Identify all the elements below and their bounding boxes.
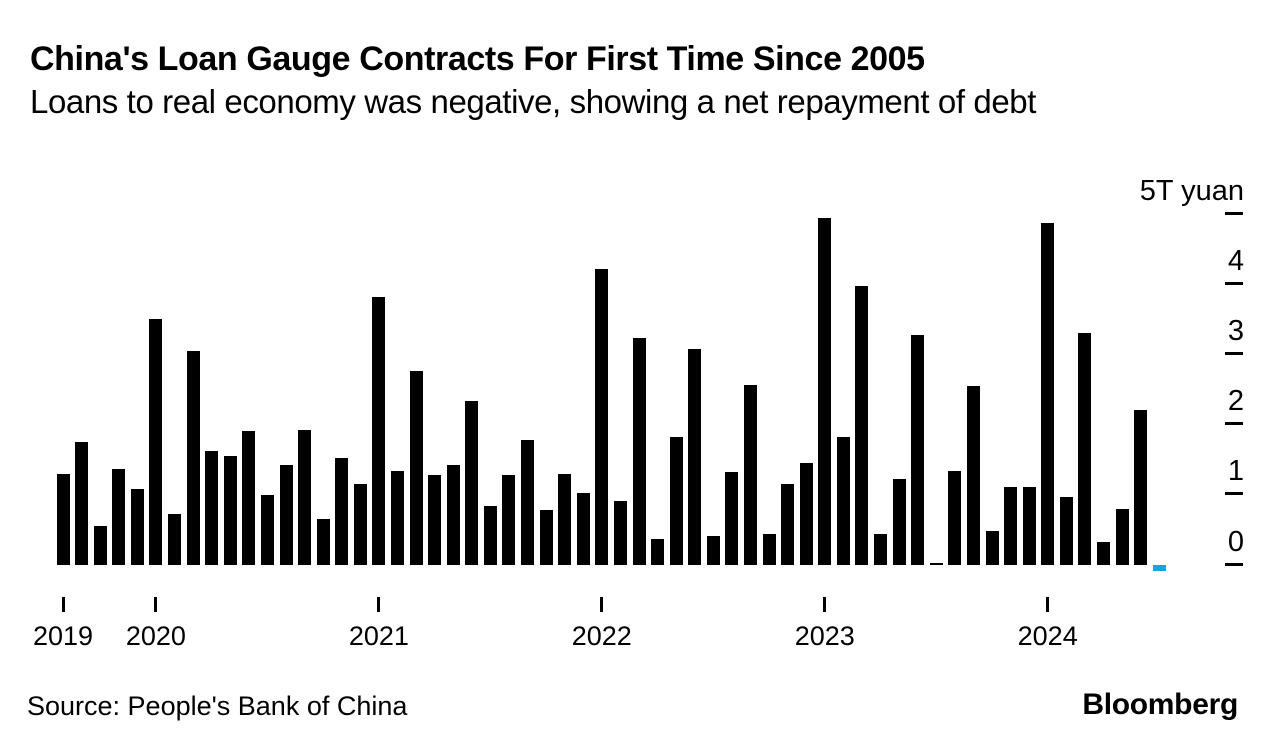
bar [781,483,795,565]
bar [260,494,274,565]
y-axis-unit-label: 5T yuan [1139,174,1244,207]
bar [1152,564,1166,571]
y-axis-tick [1225,351,1243,355]
bar [669,436,683,565]
bar [613,500,627,565]
x-axis-year-label: 2019 [32,621,94,651]
bar [465,400,479,565]
bar [372,296,386,565]
bar [1078,332,1092,565]
bar [521,439,534,565]
bar [428,474,442,565]
bar [539,509,553,565]
bar [223,455,237,565]
x-axis-year-label: 2024 [1017,621,1078,651]
bar [1134,409,1148,565]
bar [1115,508,1129,565]
bar [948,470,962,565]
x-axis-tick [377,597,381,612]
bar [75,441,89,565]
bar [762,533,776,565]
y-axis-tick [1225,281,1243,285]
bar [242,430,256,565]
bar [1097,541,1110,565]
source-note: Source: People's Bank of China [27,691,408,721]
bar [1022,486,1036,565]
bar [502,474,516,565]
bar [558,473,572,565]
bar [56,473,70,565]
x-axis-tick [600,597,604,612]
y-axis-tick [1225,422,1243,426]
bar [205,450,219,565]
bloomberg-logo: Bloomberg [1082,688,1238,721]
y-axis-tick [1225,492,1243,496]
bar [353,483,367,565]
bar [130,488,144,565]
bar [632,337,646,565]
bar [483,505,497,565]
bar [1004,486,1018,565]
bar [149,318,163,565]
x-axis-year-label: 2020 [125,621,186,651]
x-axis-year-label: 2022 [571,621,632,651]
x-axis-tick [61,597,65,612]
bar [744,384,757,565]
bar [929,562,943,565]
x-axis-tick [1046,597,1050,612]
x-axis-tick [154,597,158,612]
bar [279,464,293,565]
bar [818,217,832,565]
chart-subtitle: Loans to real economy was negative, show… [30,83,1036,120]
bar [298,429,311,565]
y-axis-tick-label: 2 [1227,385,1244,418]
y-axis-tick [1225,562,1243,566]
bar [112,468,126,565]
y-axis-tick-label: 1 [1227,455,1244,488]
bar [335,457,349,565]
bar [186,350,200,565]
bar [892,478,906,565]
y-axis-tick [1225,211,1243,215]
bar [1059,496,1073,565]
x-axis-year-label: 2023 [794,621,855,651]
bar [706,535,720,565]
x-axis-tick [823,597,827,612]
bar [911,334,925,565]
bar [966,385,980,565]
bar [409,370,423,565]
bar [93,525,107,565]
chart-title: China's Loan Gauge Contracts For First T… [30,40,925,78]
bar [576,492,590,565]
bar [799,462,813,565]
bar [168,513,181,565]
bar [836,436,850,565]
y-axis-tick-label: 3 [1227,314,1244,347]
bar [446,464,460,565]
bar [1041,222,1055,565]
bar [390,470,404,565]
x-axis-year-label: 2021 [348,621,409,651]
y-axis-tick-label: 4 [1227,244,1244,277]
bar [725,471,739,565]
bar [855,285,869,565]
bar [688,348,702,565]
bar [595,268,609,565]
bar [985,530,999,565]
bar [651,538,665,565]
bar [316,518,330,565]
y-axis-tick-label: 0 [1227,525,1244,558]
bar [874,533,887,565]
